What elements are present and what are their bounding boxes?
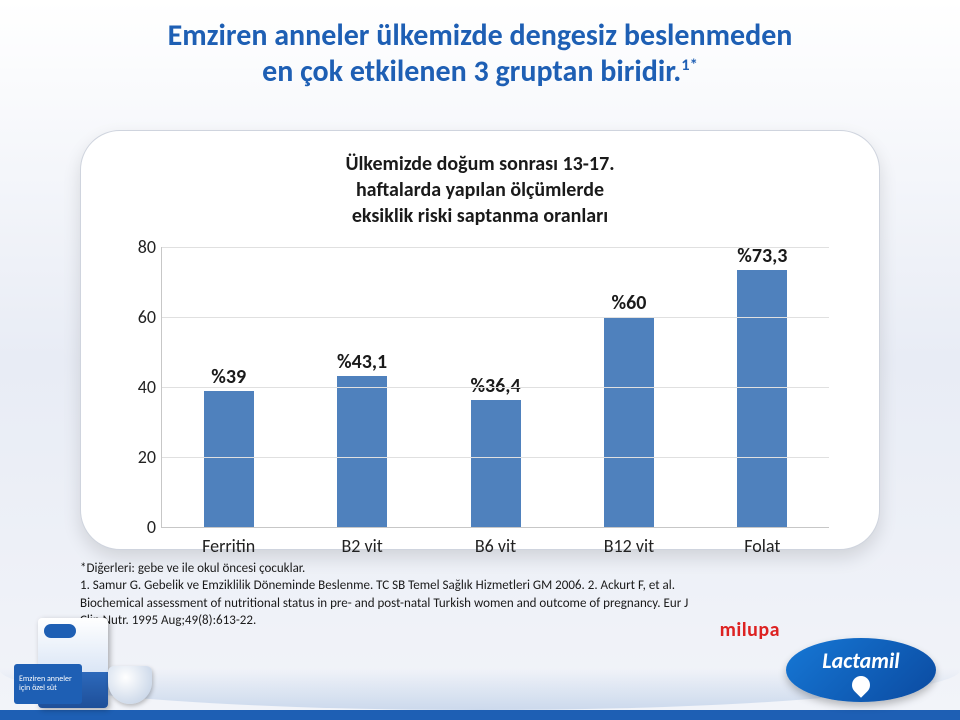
bar: %73,3 <box>737 270 787 527</box>
x-axis-label: Ferritin <box>202 535 255 557</box>
footnote-line1: *Diğerleri: gebe ve ile okul öncesi çocu… <box>80 560 700 578</box>
bar-value-label: %60 <box>611 291 646 315</box>
title-superscript: 1* <box>681 55 698 75</box>
gridline <box>162 457 829 458</box>
bar-value-label: %39 <box>211 365 246 389</box>
chart-title-line1: Ülkemizde doğum sonrası 13-17. <box>345 152 614 176</box>
x-axis-label: Folat <box>744 535 780 557</box>
gridline <box>162 387 829 388</box>
title-line2: en çok etkilenen 3 gruptan biridir. <box>262 53 681 90</box>
x-axis-label: B12 vit <box>604 535 654 557</box>
pack-cup-icon <box>108 666 152 704</box>
title-line1: Emziren anneler ülkemizde dengesiz besle… <box>168 17 793 54</box>
slide-title: Emziren anneler ülkemizde dengesiz besle… <box>40 18 920 90</box>
bar-value-label: %36,4 <box>470 374 520 398</box>
bar-value-label: %43,1 <box>337 350 387 374</box>
lactamil-logo: Lactamil <box>786 638 936 702</box>
gridline <box>162 247 829 248</box>
x-axis-label: B2 vit <box>341 535 382 557</box>
chart-area: %39Ferritin%43,1B2 vit%36,4B6 vit%60B12 … <box>161 247 829 528</box>
packshot: Emziren anneler için özel süt <box>18 598 168 708</box>
y-axis-label: 0 <box>122 516 156 538</box>
gridline <box>162 317 829 318</box>
footnote: *Diğerleri: gebe ve ile okul öncesi çocu… <box>80 560 700 630</box>
y-axis-label: 80 <box>122 236 156 258</box>
bar: %60 <box>604 317 654 527</box>
milupa-logo: milupa <box>720 618 780 642</box>
y-axis-label: 40 <box>122 376 156 398</box>
droplet-icon <box>848 672 873 697</box>
chart-title-line2: haftalarda yapılan ölçümlerde <box>356 178 604 202</box>
chart-title-line3: eksiklik riski saptanma oranları <box>352 204 608 228</box>
slide-root: Emziren anneler ülkemizde dengesiz besle… <box>0 0 960 720</box>
bar-value-label: %73,3 <box>737 244 787 268</box>
lactamil-brand-text: Lactamil <box>822 647 899 674</box>
bar: %43,1 <box>337 376 387 527</box>
y-axis-label: 60 <box>122 306 156 328</box>
footer-bar <box>0 710 960 720</box>
bar: %36,4 <box>471 400 521 527</box>
bar: %39 <box>204 391 254 528</box>
chart-panel: Ülkemizde doğum sonrası 13-17. haftalard… <box>80 130 880 550</box>
pack-flag: Emziren anneler için özel süt <box>14 664 82 704</box>
footnote-line2: 1. Samur G. Gebelik ve Emziklilik Dönemi… <box>80 577 700 630</box>
chart-title: Ülkemizde doğum sonrası 13-17. haftalard… <box>121 151 839 229</box>
x-axis-label: B6 vit <box>475 535 516 557</box>
y-axis-label: 20 <box>122 446 156 468</box>
